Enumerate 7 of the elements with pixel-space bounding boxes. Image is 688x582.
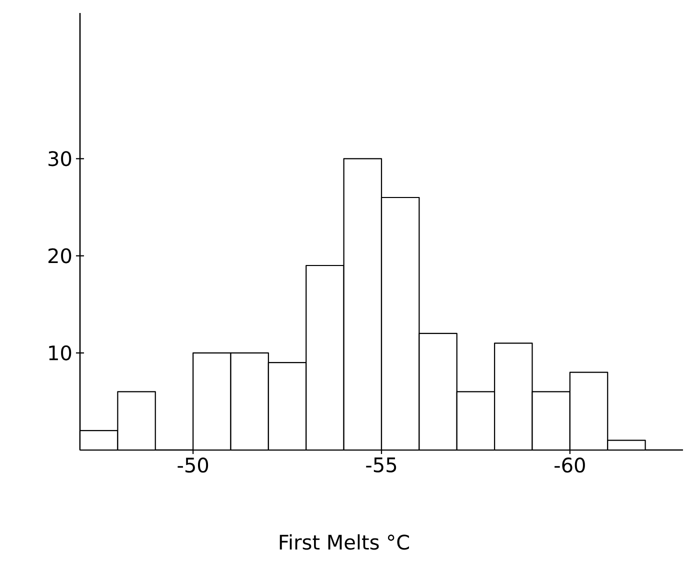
- y-tick-label: 10: [49, 345, 72, 360]
- x-tick-label: -60: [554, 458, 585, 473]
- x-tick-label: -55: [366, 458, 396, 472]
- y-tick-label: 30: [48, 151, 72, 166]
- x-axis-title: First Melts °C: [280, 534, 409, 550]
- y-tick-label: 20: [48, 248, 72, 264]
- x-tick-label: -50: [178, 458, 208, 473]
